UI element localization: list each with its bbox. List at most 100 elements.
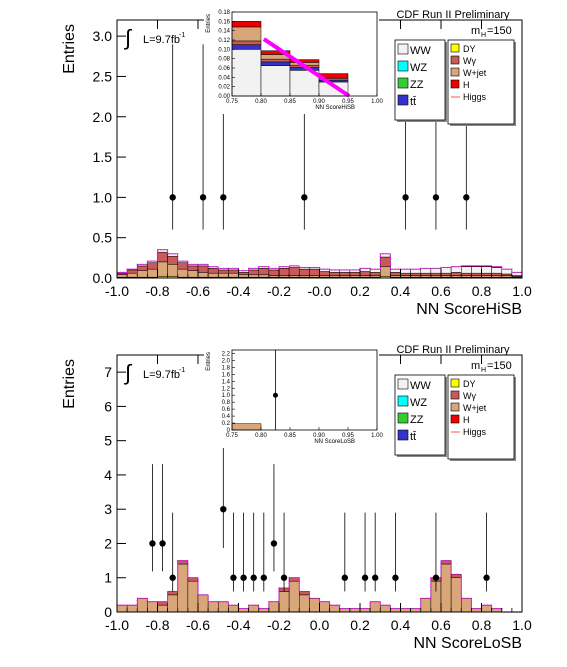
histogram-bar <box>450 272 462 276</box>
data-points <box>149 419 490 592</box>
inset-y-tick-label: 0 <box>227 428 231 434</box>
x-tick-label: 0.0 <box>310 617 330 633</box>
histogram-bar <box>400 268 411 274</box>
legend-label: tt̄ <box>410 96 416 108</box>
legend-swatch <box>397 429 409 441</box>
x-tick-label: 0.6 <box>431 617 451 633</box>
inset-x-axis-label: NN ScoreLoSB <box>314 439 355 445</box>
data-point <box>169 574 176 581</box>
histogram-bar <box>207 268 219 274</box>
x-tick-label: 1.0 <box>512 617 532 633</box>
data-point <box>463 194 470 201</box>
inset-histogram-bar <box>260 58 291 63</box>
histogram-bar <box>400 608 411 613</box>
histogram-bar <box>349 272 361 276</box>
y-tick-label: 1.5 <box>93 149 113 165</box>
inset-y-tick-label: 0.08 <box>218 57 230 63</box>
histogram-bar <box>339 272 351 276</box>
legend-label: H <box>463 80 470 90</box>
chart-title: CDF Run II Preliminary <box>396 9 510 21</box>
data-point <box>220 506 227 513</box>
inset-y-tick-label: 0.00 <box>218 94 230 100</box>
legend-label: Wγ <box>463 391 476 401</box>
inset-frame <box>231 11 378 97</box>
histogram-bar <box>228 269 239 274</box>
histogram-bar <box>288 577 300 582</box>
inset-y-tick-label: 1.0 <box>222 393 231 399</box>
x-tick-label: -0.4 <box>226 617 250 633</box>
histogram-bar <box>157 604 168 613</box>
data-point <box>199 194 207 201</box>
histogram-bar <box>258 266 270 269</box>
legend: WW WZ ZZ tt̄ DY Wγ W+jet H Higgs <box>394 39 516 126</box>
y-axis-label: Entries <box>61 359 78 409</box>
histogram-bar <box>177 262 189 270</box>
histogram-bar <box>461 266 472 274</box>
y-tick-label: 1.0 <box>93 189 113 205</box>
histogram-bar <box>369 601 381 613</box>
histogram-bar <box>147 601 158 613</box>
inset-x-tick-label: 1.00 <box>371 433 383 439</box>
data-point <box>432 574 440 581</box>
histogram-bar <box>278 591 290 613</box>
histogram-bar <box>167 255 178 265</box>
x-tick-label: 0.4 <box>391 283 411 299</box>
series-wjet <box>116 563 502 613</box>
x-tick-label: 0.2 <box>350 283 370 299</box>
x-tick-label: -0.2 <box>267 283 291 299</box>
histogram-bar <box>329 604 340 613</box>
legend-swatch <box>397 60 409 72</box>
inset-y-tick-label: 1.4 <box>222 379 231 385</box>
x-tick-label: -0.2 <box>267 617 291 633</box>
histogram-bar <box>207 601 219 613</box>
histogram-bar <box>238 272 249 276</box>
histogram-bar <box>329 272 340 276</box>
legend-swatch <box>450 67 460 77</box>
stacked-histogram <box>116 560 522 613</box>
histogram-bar <box>268 268 280 271</box>
histogram-bar <box>450 577 462 613</box>
histogram-bar <box>471 272 482 276</box>
data-point <box>240 574 247 581</box>
luminosity-label: L=9.7fb <box>143 34 180 46</box>
legend-label: tt̄ <box>410 431 416 443</box>
inset-histogram-bar <box>289 59 320 63</box>
inset-x-tick-label: 0.85 <box>284 433 296 439</box>
inset-y-axis-label: Entries <box>206 14 212 33</box>
integral-symbol: ∫ <box>123 25 133 50</box>
inset-x-tick-label: 0.85 <box>284 99 296 105</box>
histogram-bar <box>359 271 371 276</box>
histogram-bar <box>187 265 199 271</box>
inset-histogram-bar <box>231 40 262 45</box>
inset-y-tick-label: 0.14 <box>218 29 230 35</box>
inset-background <box>204 348 379 448</box>
histogram-bar <box>187 270 199 278</box>
histogram-bar <box>491 267 502 274</box>
inset-chart: 0.75 0.80 0.85 0.90 0.95 1.00 00.20.40.60.81.0… <box>204 348 383 448</box>
y-tick-label: 2.0 <box>93 109 113 125</box>
legend-swatch <box>450 79 460 89</box>
legend-label: Higgs <box>463 427 487 437</box>
mass-label: m <box>471 360 480 372</box>
legend-label: W+jet <box>463 403 487 413</box>
histogram-bar <box>299 591 310 596</box>
histogram-bar <box>116 604 128 613</box>
legend-label: H <box>463 415 470 425</box>
histogram-bar <box>380 256 391 267</box>
legend-label: W+jet <box>463 68 487 78</box>
histogram-bar <box>299 268 310 276</box>
x-tick-label: -0.4 <box>226 283 250 299</box>
inset-y-tick-label: 0.04 <box>218 75 230 81</box>
histogram-bar <box>157 251 168 263</box>
histogram-bar <box>380 604 391 613</box>
y-axis: 0.0 0.5 1.0 1.5 2.0 2.5 3.0 <box>93 28 126 286</box>
x-tick-label: 0.2 <box>350 617 370 633</box>
legend-swatch <box>450 414 460 424</box>
histogram-bar <box>228 272 239 278</box>
inset-x-tick-label: 0.75 <box>226 433 238 439</box>
inset-y-tick-label: 1.6 <box>222 372 231 378</box>
data-point <box>361 574 369 581</box>
x-tick-label: 0.4 <box>391 617 411 633</box>
legend-swatch <box>450 378 460 388</box>
